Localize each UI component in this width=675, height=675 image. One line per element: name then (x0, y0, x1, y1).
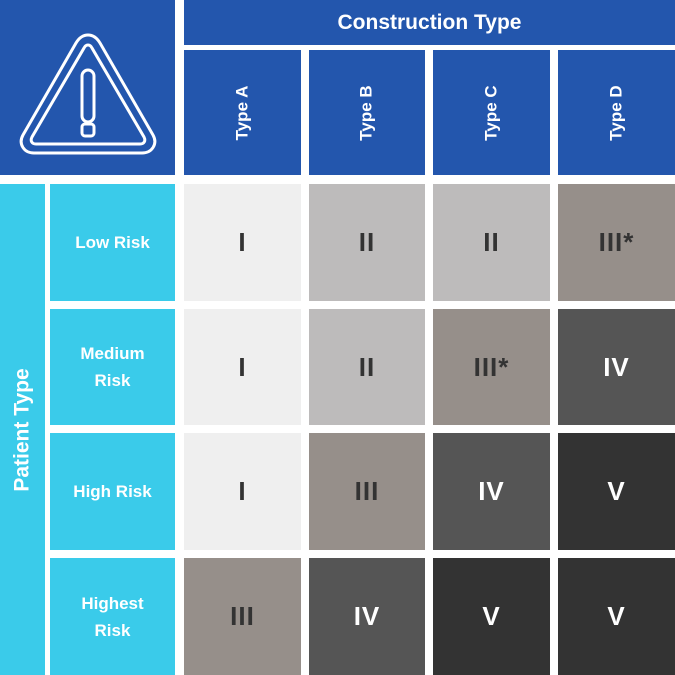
column-header-4-label: Type D (606, 84, 626, 141)
matrix-cell: V (558, 433, 675, 550)
column-header-1: Type A (184, 50, 301, 175)
column-header-2-label: Type B (356, 84, 376, 141)
column-header-1-label: Type A (232, 85, 252, 140)
matrix-cell: III* (433, 309, 550, 425)
row-header-3-label: High Risk (73, 482, 152, 501)
patient-type-title: Patient Type (0, 184, 45, 675)
matrix-cell-label: II (358, 227, 376, 257)
matrix-cell-label: II (358, 351, 376, 382)
row-header-4: Highest Risk (50, 558, 175, 675)
matrix-cell-label: IV (478, 476, 505, 506)
row-header-2: Medium Risk (50, 309, 175, 425)
matrix-cell-label: I (238, 227, 247, 257)
column-header-3-label: Type C (481, 84, 501, 141)
matrix-cell: IV (433, 433, 550, 550)
matrix-cell-label: V (607, 476, 626, 506)
matrix-cell-label: II (483, 227, 500, 257)
matrix-cell-label: I (238, 351, 247, 382)
warning-triangle-icon (19, 32, 156, 154)
matrix-cell: V (558, 558, 675, 675)
column-header-2: Type B (309, 50, 425, 175)
matrix-cell: III (184, 558, 301, 675)
row-header-1-label: Low Risk (75, 233, 150, 252)
matrix-cell: III* (558, 184, 675, 301)
row-header-3: High Risk (50, 433, 175, 550)
matrix-cell-label: III* (473, 351, 510, 382)
matrix-cell-label: III* (598, 227, 635, 257)
warning-panel (0, 0, 175, 175)
row-header-1: Low Risk (50, 184, 175, 301)
matrix-cell-label: III (354, 476, 380, 506)
row-header-4-label: Highest Risk (81, 593, 144, 640)
matrix-cell-label: IV (353, 601, 381, 631)
matrix-cell: III (309, 433, 425, 550)
matrix-cell-label: V (607, 601, 626, 631)
matrix-cell-label: I (238, 476, 247, 506)
row-header-2-label: Medium Risk (80, 344, 145, 390)
construction-type-title: Construction Type (184, 0, 675, 45)
matrix-cell: II (309, 309, 425, 425)
matrix-cell-label: III (230, 601, 255, 631)
matrix-cell: I (184, 309, 301, 425)
matrix-cell: II (309, 184, 425, 301)
matrix-cell: I (184, 184, 301, 301)
column-header-4: Type D (558, 50, 675, 175)
matrix-cell: I (184, 433, 301, 550)
matrix-cell-label: IV (603, 351, 630, 382)
matrix-cell: II (433, 184, 550, 301)
matrix-cell: V (433, 558, 550, 675)
column-header-3: Type C (433, 50, 550, 175)
matrix-cell: IV (558, 309, 675, 425)
matrix-cell: IV (309, 558, 425, 675)
matrix-cell-label: V (482, 601, 501, 631)
patient-type-label: Patient Type (10, 367, 34, 492)
